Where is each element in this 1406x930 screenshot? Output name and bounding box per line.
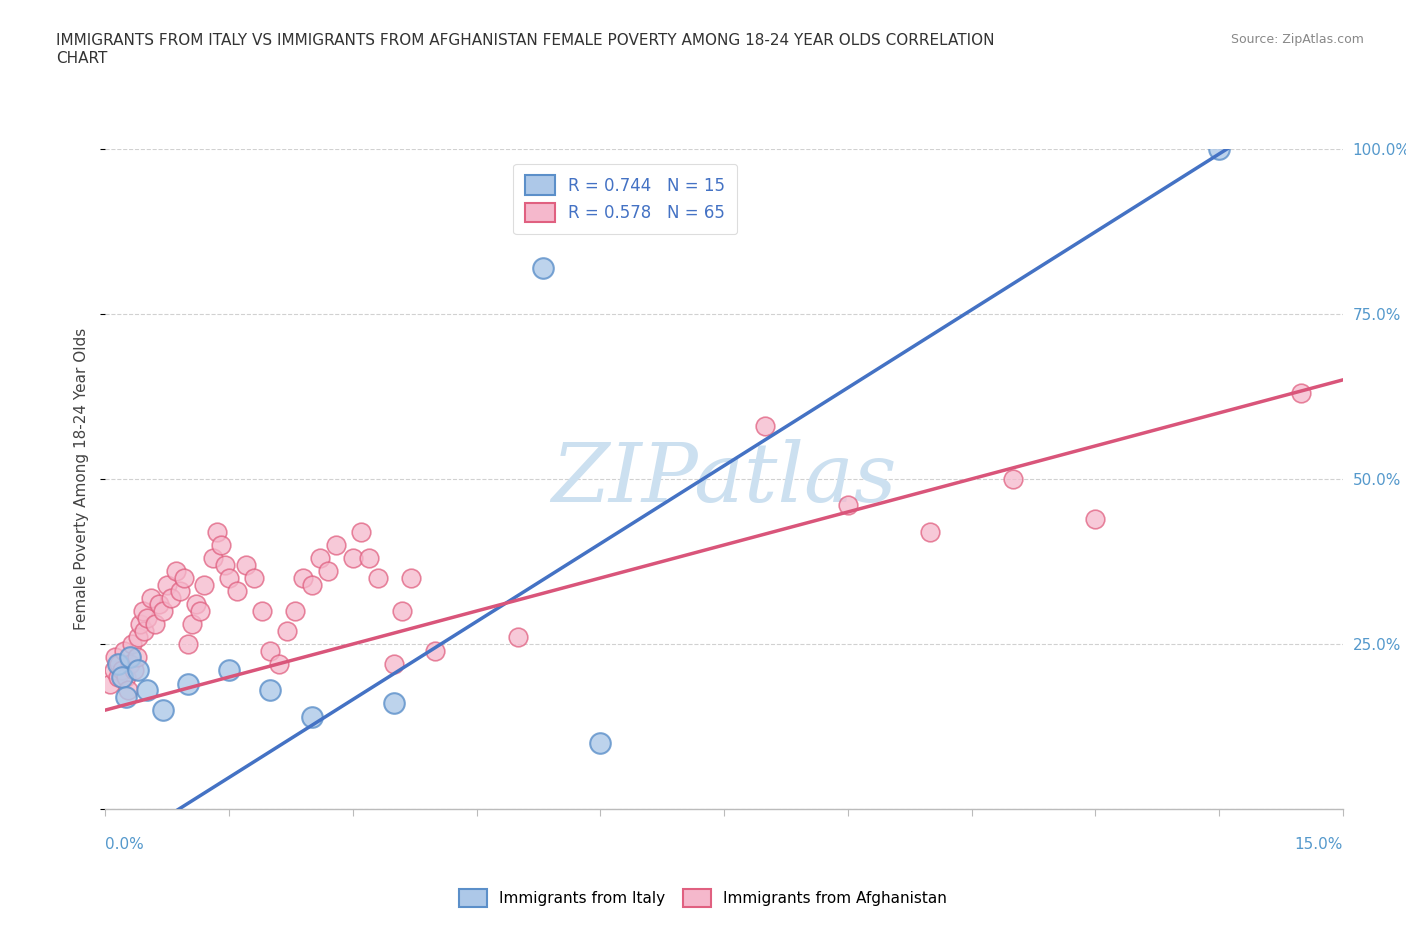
Point [124, 663, 146, 678]
Point [214, 557, 236, 572]
Point [139, 591, 162, 605]
Point [209, 538, 232, 552]
Point [1001, 472, 1024, 486]
Point [506, 630, 529, 644]
Point [107, 657, 129, 671]
Point [177, 676, 200, 691]
Point [382, 696, 405, 711]
Point [152, 604, 174, 618]
Text: IMMIGRANTS FROM ITALY VS IMMIGRANTS FROM AFGHANISTAN FEMALE POVERTY AMONG 18-24 : IMMIGRANTS FROM ITALY VS IMMIGRANTS FROM… [56, 33, 994, 47]
Point [108, 657, 131, 671]
Point [1291, 386, 1313, 401]
Point [120, 650, 142, 665]
Point [259, 644, 281, 658]
Point [152, 703, 174, 718]
Point [1084, 512, 1107, 526]
Point [218, 570, 240, 586]
Point [316, 564, 339, 578]
Point [165, 564, 187, 578]
Point [112, 644, 135, 658]
Point [267, 657, 290, 671]
Legend: Immigrants from Italy, Immigrants from Afghanistan: Immigrants from Italy, Immigrants from A… [453, 884, 953, 913]
Point [218, 663, 240, 678]
Point [350, 525, 373, 539]
Point [226, 584, 249, 599]
Point [129, 617, 152, 631]
Point [135, 610, 157, 625]
Text: CHART: CHART [56, 51, 108, 66]
Point [301, 710, 323, 724]
Point [135, 683, 157, 698]
Point [201, 551, 224, 565]
Point [169, 584, 191, 599]
Legend: R = 0.744   N = 15, R = 0.578   N = 65: R = 0.744 N = 15, R = 0.578 N = 65 [513, 164, 737, 234]
Point [250, 604, 273, 618]
Point [301, 578, 323, 592]
Point [111, 670, 134, 684]
Text: Source: ZipAtlas.com: Source: ZipAtlas.com [1230, 33, 1364, 46]
Point [342, 551, 364, 565]
Point [115, 670, 138, 684]
Point [589, 736, 612, 751]
Point [243, 570, 266, 586]
Point [104, 650, 127, 665]
Point [173, 570, 195, 586]
Point [259, 683, 281, 698]
Point [131, 604, 153, 618]
Point [107, 670, 129, 684]
Point [284, 604, 307, 618]
Point [367, 570, 389, 586]
Point [177, 637, 200, 652]
Point [120, 657, 142, 671]
Point [399, 570, 422, 586]
Point [125, 650, 148, 665]
Point [111, 663, 134, 678]
Point [134, 623, 156, 638]
Text: ZIPatlas: ZIPatlas [551, 439, 897, 519]
Y-axis label: Female Poverty Among 18-24 Year Olds: Female Poverty Among 18-24 Year Olds [75, 328, 90, 631]
Point [117, 683, 139, 698]
Point [425, 644, 447, 658]
Point [1208, 141, 1230, 156]
Point [127, 630, 149, 644]
Point [160, 591, 183, 605]
Point [920, 525, 942, 539]
Point [531, 260, 554, 275]
Point [148, 597, 170, 612]
Point [309, 551, 332, 565]
Point [193, 578, 215, 592]
Point [391, 604, 413, 618]
Point [754, 418, 776, 433]
Point [276, 623, 298, 638]
Point [325, 538, 347, 552]
Point [382, 657, 405, 671]
Point [98, 676, 121, 691]
Point [181, 617, 204, 631]
Text: 15.0%: 15.0% [1295, 837, 1343, 852]
Point [186, 597, 208, 612]
Point [103, 663, 125, 678]
Point [121, 637, 143, 652]
Text: 0.0%: 0.0% [105, 837, 145, 852]
Point [235, 557, 257, 572]
Point [143, 617, 166, 631]
Point [292, 570, 315, 586]
Point [205, 525, 228, 539]
Point [127, 663, 149, 678]
Point [188, 604, 211, 618]
Point [115, 689, 138, 704]
Point [359, 551, 381, 565]
Point [156, 578, 179, 592]
Point [837, 498, 859, 512]
